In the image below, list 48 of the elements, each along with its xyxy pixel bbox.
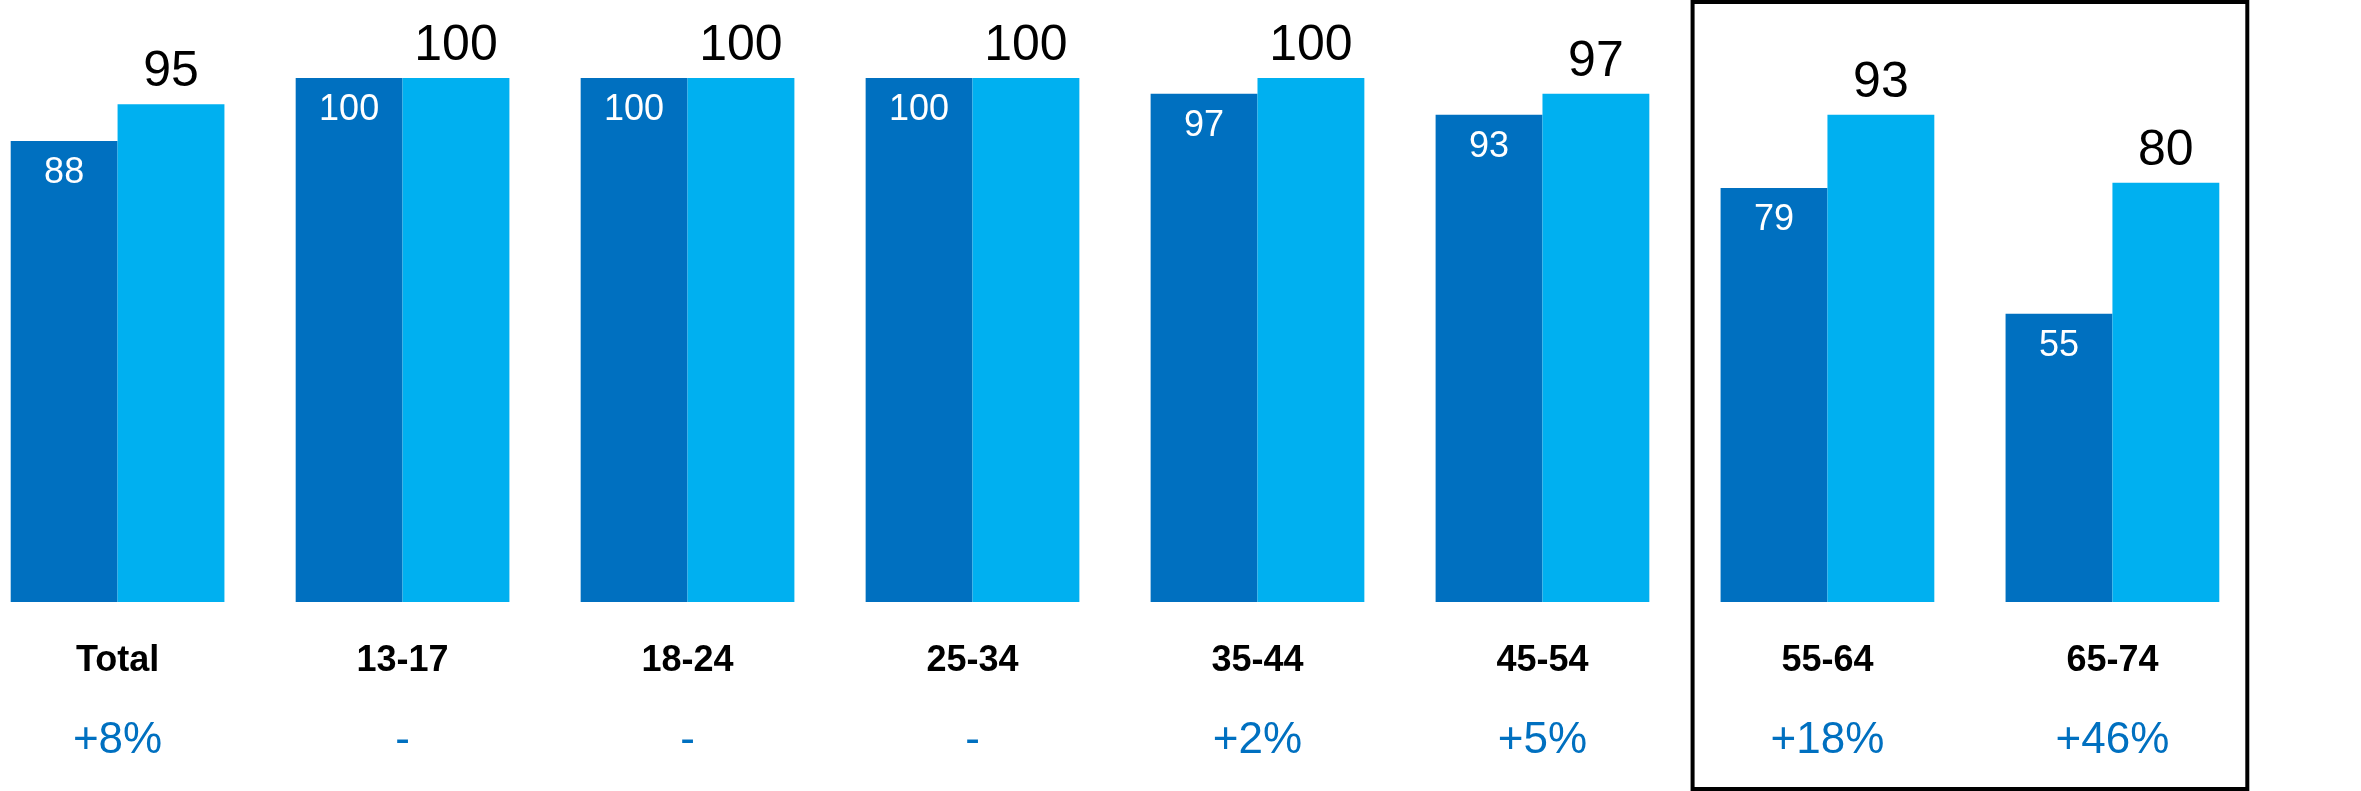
bar: [1257, 78, 1365, 602]
bar: [687, 78, 795, 602]
bar: [402, 78, 510, 602]
x-tick-label: 65-74: [2066, 637, 2159, 679]
bar: [2112, 182, 2220, 602]
bar: [10, 140, 118, 602]
bar: [972, 78, 1080, 602]
data-label: 100: [604, 87, 665, 128]
data-label: 88: [44, 149, 85, 191]
data-label: 100: [414, 15, 498, 71]
data-label: 55: [2038, 322, 2080, 364]
x-tick-label: Total: [75, 637, 160, 679]
data-label: 95: [143, 41, 199, 98]
data-label: 100: [889, 87, 950, 128]
text: -: [395, 713, 410, 762]
text: +8%: [72, 713, 163, 762]
text: -: [965, 713, 980, 762]
text: +18%: [1770, 713, 1885, 762]
data-label: 97: [1568, 30, 1624, 87]
data-label: 79: [1753, 197, 1795, 239]
bar: [295, 78, 403, 602]
bar: [1720, 188, 1828, 602]
bar: [117, 104, 225, 602]
bar: [2005, 313, 2113, 602]
text: +46%: [2055, 713, 2170, 762]
text: +2%: [1212, 713, 1303, 762]
data-label: 93: [1469, 123, 1510, 165]
data-label: 93: [1853, 51, 1909, 108]
data-label: 80: [2138, 119, 2194, 176]
data-label: 100: [319, 87, 380, 128]
bar: [1435, 114, 1543, 602]
data-label: 100: [699, 15, 783, 71]
text: +5%: [1497, 713, 1588, 762]
x-tick-label: 55-64: [1781, 637, 1874, 679]
bar: [1542, 93, 1650, 602]
bar: [580, 78, 688, 602]
data-label: 100: [984, 15, 1068, 71]
data-label: 100: [1269, 15, 1353, 71]
x-tick-label: 45-54: [1496, 637, 1589, 679]
data-label: 97: [1184, 102, 1225, 144]
text: -: [680, 713, 695, 762]
bar: [865, 78, 973, 602]
x-tick-label: 25-34: [926, 637, 1019, 679]
bar: [1827, 114, 1935, 602]
bar: [1150, 93, 1258, 602]
x-tick-label: 35-44: [1211, 637, 1304, 679]
x-tick-label: 18-24: [641, 637, 734, 679]
x-tick-label: 13-17: [356, 637, 449, 679]
